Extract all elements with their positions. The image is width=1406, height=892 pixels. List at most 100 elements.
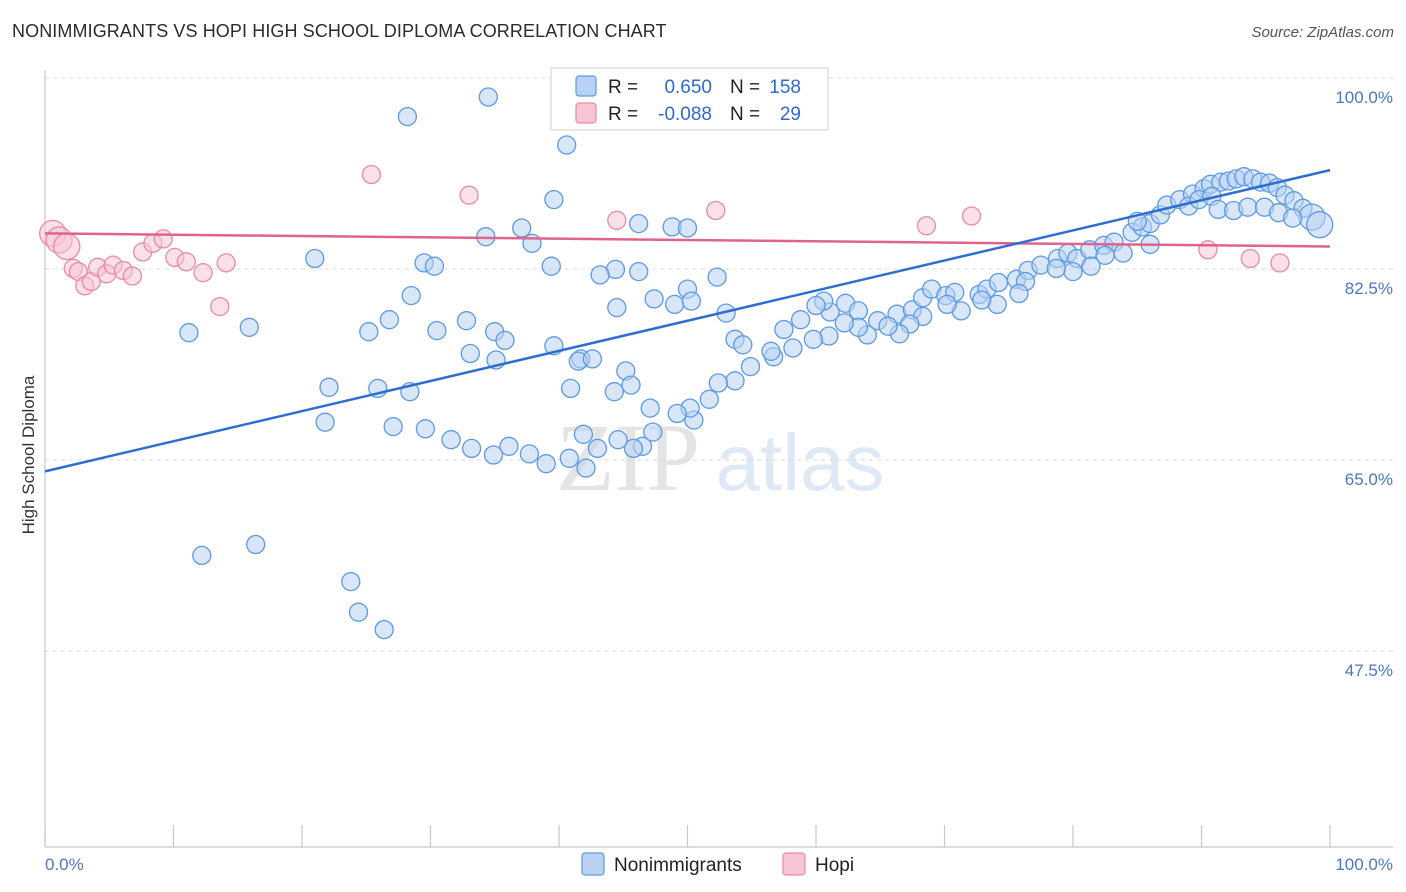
hopi-point: [216, 253, 236, 273]
nonimmigrants-point: [348, 602, 369, 622]
hopi-point: [361, 164, 382, 185]
nonimmigrants-point: [397, 106, 418, 127]
legend-r-label-1: R =: [608, 77, 638, 98]
nonimmigrants-point: [629, 213, 649, 234]
nonimmigrants-point: [179, 323, 199, 343]
legend-r-value-nonimmigrants: 0.650: [664, 77, 712, 98]
legend-n-value-nonimmigrants: 158: [769, 77, 801, 98]
x-tick-label-max: 100.0%: [1335, 855, 1393, 874]
watermark-atlas: atlas: [716, 418, 885, 507]
legend-box: [550, 67, 829, 131]
nonimmigrants-point: [359, 322, 379, 342]
hopi-point: [53, 232, 81, 261]
nonimmigrants-point: [607, 297, 627, 318]
x-tick-label-min: 0.0%: [45, 855, 84, 874]
legend-swatch-nonimmigrants: [575, 75, 597, 97]
nonimmigrants-point: [1081, 256, 1101, 276]
nonimmigrants-point: [544, 189, 564, 210]
nonimmigrants-point: [725, 371, 745, 391]
nonimmigrants-point: [1095, 245, 1115, 265]
nonimmigrants-point: [783, 338, 803, 358]
nonimmigrants-point: [937, 294, 957, 315]
nonimmigrants-point: [460, 343, 480, 364]
nonimmigrants-point: [461, 438, 482, 459]
hopi-point: [916, 216, 937, 236]
nonimmigrants-point: [573, 424, 594, 444]
nonimmigrants-point: [1046, 258, 1066, 279]
nonimmigrants-point: [806, 295, 826, 316]
nonimmigrants-point: [374, 619, 394, 640]
nonimmigrants-point: [401, 285, 421, 306]
nonimmigrants-point: [608, 430, 628, 450]
nonimmigrants-trend-line: [44, 168, 1331, 473]
nonimmigrants-point: [708, 373, 728, 393]
legend-n-value-hopi: 29: [780, 104, 801, 125]
nonimmigrants-point: [803, 329, 824, 349]
nonimmigrants-point: [495, 330, 515, 351]
nonimmigrants-point: [664, 294, 685, 315]
nonimmigrants-point: [441, 430, 461, 450]
nonimmigrants-point: [988, 272, 1009, 293]
nonimmigrants-point: [483, 445, 504, 465]
hopi-point: [210, 296, 230, 317]
legend-n-label-2: N =: [730, 104, 760, 125]
nonimmigrants-point: [848, 301, 869, 321]
nonimmigrants-point: [623, 438, 644, 459]
nonimmigrants-point: [790, 310, 811, 330]
nonimmigrants-point: [1113, 243, 1133, 263]
nonimmigrants-point: [519, 444, 540, 464]
source-label: Source: ZipAtlas.com: [1251, 24, 1394, 41]
nonimmigrants-point: [383, 416, 403, 437]
nonimmigrants-point: [1238, 197, 1258, 217]
nonimmigrants-point: [834, 313, 854, 333]
nonimmigrants-point: [972, 290, 992, 310]
nonimmigrants-point: [522, 233, 542, 253]
legend-r-label-2: R =: [608, 104, 638, 125]
nonimmigrants-point: [341, 571, 361, 592]
nonimmigrants-point: [576, 458, 596, 478]
hopi-point: [1270, 253, 1290, 273]
hopi-point: [122, 266, 143, 286]
legend-swatch-hopi: [575, 102, 597, 124]
y-tick-label: 65.0%: [1345, 470, 1393, 489]
nonimmigrants-point: [536, 454, 556, 474]
nonimmigrants-point: [774, 319, 794, 340]
nonimmigrants-point: [699, 389, 719, 409]
nonimmigrants-point: [707, 267, 727, 287]
nonimmigrants-points: [179, 87, 1334, 640]
nonimmigrants-point: [640, 398, 660, 418]
nonimmigrants-point: [499, 436, 519, 456]
nonimmigrants-point: [456, 311, 477, 331]
hopi-point: [193, 263, 213, 283]
nonimmigrants-point: [667, 403, 687, 424]
gridlines: [45, 77, 1393, 652]
nonimmigrants-point: [681, 291, 702, 311]
hopi-point: [961, 206, 982, 226]
nonimmigrants-point: [415, 419, 436, 439]
nonimmigrants-point: [590, 265, 610, 285]
nonimmigrants-point: [1306, 211, 1334, 239]
y-tick-labels: 100.0% 82.5% 65.0% 47.5%: [1335, 88, 1393, 680]
nonimmigrants-point: [478, 87, 498, 107]
nonimmigrants-point: [239, 317, 259, 337]
nonimmigrants-point: [559, 448, 579, 468]
hopi-point: [176, 252, 196, 272]
nonimmigrants-point: [582, 349, 603, 369]
nonimmigrants-point: [761, 341, 781, 361]
x-axis-ticks: [44, 825, 1331, 847]
watermark: ZIP atlas: [556, 404, 884, 511]
nonimmigrants-point: [621, 375, 641, 395]
nonimmigrants-point: [424, 256, 445, 276]
nonimmigrants-point: [379, 310, 400, 330]
axes: [44, 70, 1393, 848]
y-axis-title: High School Diploma: [19, 375, 38, 534]
legend-r-value-hopi: -0.088: [658, 104, 712, 125]
nonimmigrants-point: [192, 545, 212, 566]
nonimmigrants-point: [557, 135, 577, 155]
nonimmigrants-point: [740, 356, 761, 377]
nonimmigrants-point: [319, 377, 339, 397]
hopi-trend-line: [44, 232, 1331, 248]
nonimmigrants-point: [512, 218, 532, 238]
nonimmigrants-point: [629, 261, 649, 282]
